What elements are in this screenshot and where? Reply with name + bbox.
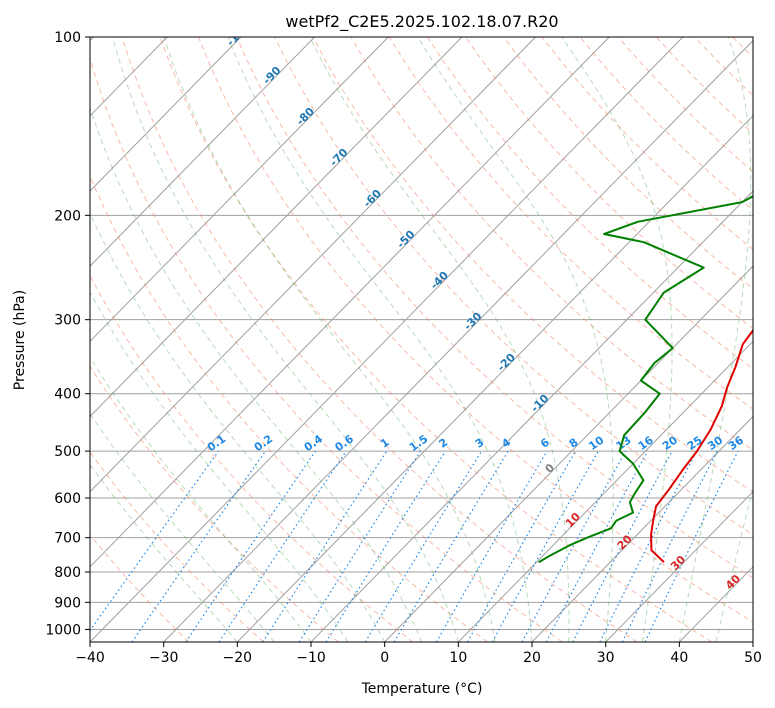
- moist-adiabat-line: [417, 37, 614, 642]
- background-lines: [90, 37, 775, 642]
- mixing-ratio-line: [131, 450, 266, 642]
- isotherm-line: [90, 37, 242, 192]
- isotherm-line: [90, 37, 536, 493]
- x-axis: −40 −30 −20 −10 0 10 20 30 40 50: [75, 642, 762, 666]
- isotherm-line: [457, 340, 753, 642]
- moist-adiabat-line: [163, 37, 496, 642]
- isotherm-line: [752, 641, 753, 642]
- x-tick-label: 20: [523, 650, 541, 666]
- x-tick-label: −20: [223, 650, 253, 666]
- y-tick-label: 600: [54, 491, 81, 507]
- plot-background: [90, 37, 753, 642]
- y-tick-label: 400: [54, 387, 81, 403]
- mixing-ratio-line: [262, 450, 388, 642]
- y-tick-label: 100: [54, 30, 81, 46]
- mixing-ratio-line: [185, 450, 316, 642]
- mixing-ratio-line: [435, 450, 548, 642]
- dry-adiabat-line: [312, 37, 753, 493]
- isotherm-line: [236, 115, 753, 642]
- x-tick-label: 30: [597, 650, 615, 666]
- mixing-ratio-line: [364, 450, 483, 642]
- y-tick-label: 500: [54, 444, 81, 460]
- moist-adiabat-line: [112, 37, 459, 642]
- mixing-ratio-line: [621, 450, 718, 642]
- x-tick-label: −10: [296, 650, 326, 666]
- mixing-ratio-line: [644, 450, 739, 642]
- moist-adiabat-line: [90, 106, 422, 642]
- mixing-ratio-line: [393, 450, 509, 642]
- moist-adiabat-line: [309, 37, 570, 642]
- moist-adiabat-line: [90, 356, 312, 642]
- y-axis-label: Pressure (hPa): [12, 290, 28, 390]
- moist-adiabat-line: [561, 37, 673, 642]
- y-tick-label: 800: [54, 565, 81, 581]
- mixing-ratio-line: [325, 450, 446, 642]
- x-tick-label: 0: [380, 650, 389, 666]
- dewpoint-profile-line: [538, 195, 753, 564]
- moist-adiabat-line: [90, 211, 386, 642]
- x-tick-label: 40: [670, 650, 688, 666]
- isotherm-label: -100: [224, 20, 253, 49]
- dry-adiabat-line: [274, 37, 753, 536]
- moist-adiabat-line: [678, 37, 752, 642]
- dry-adiabat-line: [771, 37, 775, 642]
- isotherm-line: [163, 39, 753, 642]
- mixing-ratio-line: [218, 450, 347, 642]
- mixing-ratio-line: [298, 450, 422, 642]
- isotherm-line: [90, 37, 684, 642]
- dry-adiabat-line: [426, 37, 753, 370]
- series-layer: [538, 195, 753, 564]
- moist-adiabat-line: [90, 412, 275, 642]
- isotherm-line: [90, 37, 389, 343]
- mixing-ratio-line: [545, 450, 649, 642]
- x-tick-label: 50: [744, 650, 762, 666]
- mixing-ratio-line: [90, 450, 220, 632]
- isotherm-line: [310, 190, 753, 642]
- isotherm-line: [90, 37, 463, 418]
- isotherm-line: [384, 265, 753, 642]
- moist-adiabat-line: [90, 463, 238, 642]
- plot-frame: [89, 36, 754, 643]
- x-axis-label: Temperature (°C): [361, 681, 483, 697]
- mixing-ratio-line: [521, 450, 627, 642]
- dry-adiabat-line: [121, 37, 638, 642]
- temperature-profile-line: [650, 328, 753, 563]
- isotherm-line: [90, 37, 610, 568]
- isotherm-line: [605, 490, 753, 642]
- y-tick-label: 900: [54, 595, 81, 611]
- y-tick-label: 1000: [45, 622, 81, 638]
- dry-adiabat-line: [90, 274, 414, 642]
- dry-adiabat-line: [90, 56, 563, 642]
- y-tick-label: 200: [54, 208, 81, 224]
- y-tick-label: 700: [54, 531, 81, 547]
- isotherm-line: [90, 37, 315, 267]
- isotherm-line: [531, 415, 753, 642]
- x-tick-label: −40: [75, 650, 105, 666]
- y-axis: 100 200 300 400 500 600 700 800 900 1000: [45, 30, 90, 638]
- x-tick-label: 10: [449, 650, 467, 666]
- x-tick-label: −30: [149, 650, 179, 666]
- chart-title: wetPf2_C2E5.2025.102.18.07.R20: [285, 12, 558, 32]
- y-tick-label: 300: [54, 313, 81, 329]
